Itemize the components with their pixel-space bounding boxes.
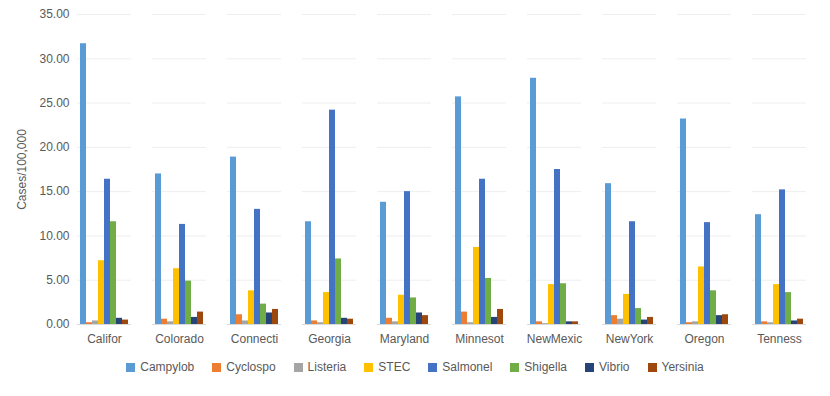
svg-text:NewMexic: NewMexic: [527, 332, 582, 346]
svg-text:Minnesot: Minnesot: [455, 332, 504, 346]
svg-text:20.00: 20.00: [39, 140, 69, 154]
svg-text:Colorado: Colorado: [155, 332, 204, 346]
svg-text:35.00: 35.00: [39, 7, 69, 21]
svg-text:10.00: 10.00: [39, 229, 69, 243]
svg-text:0.00: 0.00: [46, 317, 70, 331]
svg-text:25.00: 25.00: [39, 96, 69, 110]
svg-text:NewYork: NewYork: [606, 332, 655, 346]
svg-text:Connecti: Connecti: [231, 332, 278, 346]
html-text:Cyclospo: Cyclospo: [226, 360, 276, 374]
svg-text:15.00: 15.00: [39, 184, 69, 198]
html-text:Campylob: Campylob: [140, 360, 195, 374]
svg-text:Cases/100,000: Cases/100,000: [15, 129, 29, 210]
html-text:Shigella: Shigella: [524, 360, 567, 374]
html-text:Vibrio: Vibrio: [599, 360, 630, 374]
html-text:Listeria: Listeria: [307, 360, 347, 374]
html-text:Yersinia: Yersinia: [661, 360, 704, 374]
svg-text:Califor: Califor: [87, 332, 122, 346]
svg-text:Maryland: Maryland: [380, 332, 429, 346]
svg-text:Oregon: Oregon: [684, 332, 724, 346]
html-text:Salmonel: Salmonel: [442, 360, 493, 374]
svg-text:5.00: 5.00: [46, 273, 70, 287]
svg-text:30.00: 30.00: [39, 52, 69, 66]
html-text:STEC: STEC: [378, 360, 411, 374]
svg-text:Georgia: Georgia: [308, 332, 351, 346]
svg-text:Tenness: Tenness: [757, 332, 802, 346]
